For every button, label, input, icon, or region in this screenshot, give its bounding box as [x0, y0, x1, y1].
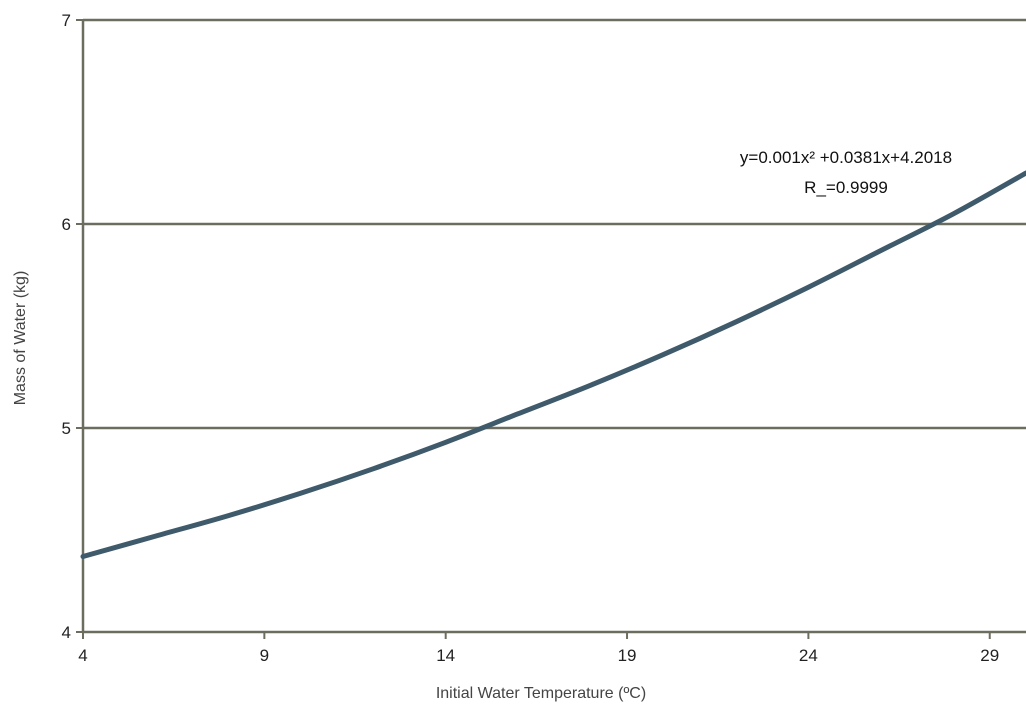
x-tick-label: 19 — [618, 646, 637, 665]
x-tick-label: 29 — [980, 646, 999, 665]
series-line-0 — [80, 170, 1026, 560]
x-tick-label: 4 — [78, 646, 87, 665]
trendline-equation: y=0.001x² +0.0381x+4.2018 — [740, 148, 952, 167]
y-tick-label: 6 — [62, 215, 71, 234]
x-axis-title: Initial Water Temperature (ºC) — [436, 685, 646, 702]
x-tick-label: 14 — [436, 646, 455, 665]
y-tick-label: 5 — [62, 419, 71, 438]
y-tick-label: 4 — [62, 623, 71, 642]
y-tick-label: 7 — [62, 11, 71, 30]
x-tick-label: 24 — [799, 646, 818, 665]
y-axis-title: Mass of Water (kg) — [12, 271, 29, 406]
gridlines — [83, 18, 1026, 430]
series-layer — [80, 170, 1026, 560]
r-squared-label: R_=0.9999 — [804, 178, 888, 197]
axis-ticks: 4 5 6 7 4 9 14 19 24 29 — [62, 11, 1000, 665]
x-tick-label: 9 — [260, 646, 269, 665]
